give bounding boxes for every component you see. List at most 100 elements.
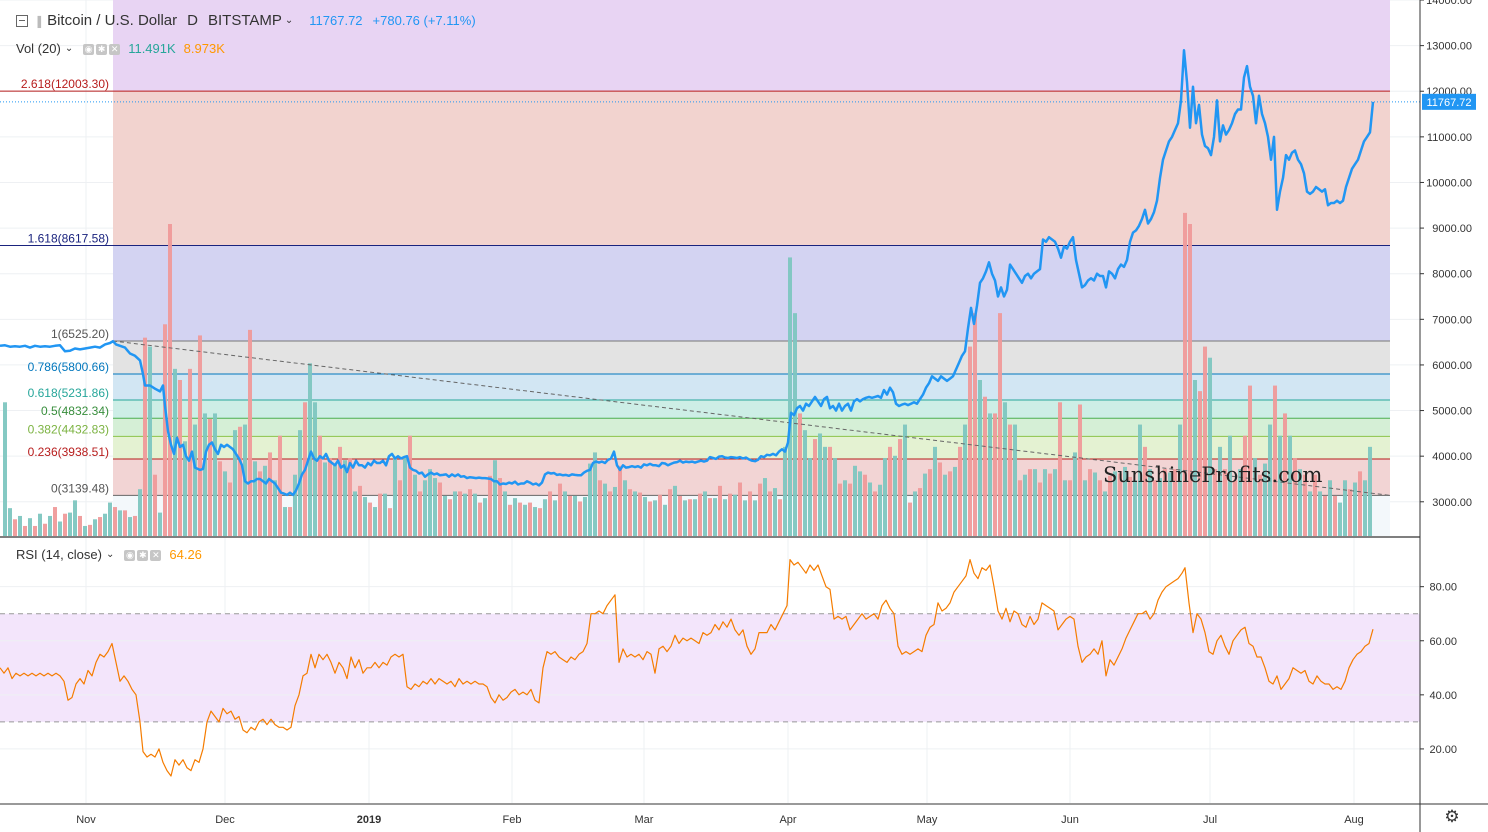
- volume-bar: [38, 513, 42, 536]
- volume-bar: [593, 452, 597, 536]
- volume-bar: [633, 491, 637, 536]
- volume-bar: [268, 452, 272, 536]
- trendline[interactable]: [112, 340, 1391, 496]
- volume-bar: [73, 500, 77, 536]
- volume-bar: [333, 463, 337, 536]
- volume-bar: [673, 485, 677, 536]
- volume-bar: [1178, 424, 1182, 536]
- gear-icon[interactable]: ✱: [137, 550, 149, 562]
- volume-bar: [428, 469, 432, 536]
- close-icon[interactable]: ✕: [150, 550, 162, 562]
- chart-icon: ▐: [34, 17, 42, 28]
- volume-bar: [228, 482, 232, 536]
- rsi-label[interactable]: RSI (14, close): [16, 547, 102, 562]
- gear-icon[interactable]: ✱: [96, 44, 108, 56]
- volume-bar: [313, 402, 317, 536]
- volume-bar: [1368, 446, 1372, 536]
- volume-bar: [433, 478, 437, 536]
- chevron-down-icon[interactable]: ⌄: [64, 43, 74, 54]
- volume-bar: [1108, 475, 1112, 536]
- volume-bar: [653, 500, 657, 536]
- time-tick-label: Jul: [1203, 814, 1217, 826]
- volume-bar: [203, 413, 207, 536]
- volume-bar: [883, 458, 887, 536]
- eye-icon[interactable]: ◉: [124, 550, 136, 562]
- volume-bar: [678, 495, 682, 536]
- volume-bar: [148, 346, 152, 536]
- price-tick-label: 4000.00: [1432, 451, 1472, 463]
- rsi-header: RSI (14, close) ⌄ ◉ ✱ ✕ 64.26: [16, 547, 202, 562]
- volume-bar: [368, 502, 372, 536]
- volume-bar: [588, 463, 592, 536]
- volume-bar: [668, 489, 672, 536]
- volume-bar: [953, 466, 957, 536]
- volume-bar: [408, 435, 412, 536]
- volume-bar: [323, 462, 327, 536]
- volume-bar: [763, 478, 767, 536]
- volume-bar: [533, 507, 537, 536]
- volume-bar: [373, 507, 377, 536]
- collapse-icon[interactable]: [16, 15, 28, 28]
- volume-bar: [483, 498, 487, 536]
- volume-bar: [1318, 491, 1322, 536]
- volume-bar: [1098, 480, 1102, 536]
- volume-bar: [188, 368, 192, 536]
- volume-bar: [948, 471, 952, 536]
- volume-bar: [258, 471, 262, 536]
- volume-bar: [813, 439, 817, 536]
- volume-bar: [698, 493, 702, 536]
- volume-bar: [418, 491, 422, 536]
- volume-bar: [613, 486, 617, 536]
- volume-bar: [1258, 474, 1262, 536]
- volume-bar: [78, 515, 82, 536]
- eye-icon[interactable]: ◉: [83, 44, 95, 56]
- price-tick-label: 11000.00: [1427, 132, 1472, 144]
- close-icon[interactable]: ✕: [109, 44, 121, 56]
- settings-gear-icon[interactable]: ⚙: [1444, 807, 1460, 826]
- volume-label[interactable]: Vol (20): [16, 41, 61, 56]
- volume-bar: [808, 458, 812, 536]
- volume-bar: [708, 498, 712, 536]
- volume-bar: [1353, 482, 1357, 536]
- volume-bar: [383, 493, 387, 536]
- volume-bar: [1188, 224, 1192, 536]
- volume-bar: [1148, 469, 1152, 536]
- volume-bar: [168, 224, 172, 536]
- price-tick-label: 9000.00: [1432, 223, 1472, 235]
- volume-bar: [703, 491, 707, 536]
- volume-bar: [1173, 469, 1177, 536]
- volume-bar: [823, 446, 827, 536]
- volume-bar: [113, 507, 117, 536]
- volume-bar: [1333, 495, 1337, 536]
- volume-bar: [193, 424, 197, 536]
- symbol-title[interactable]: Bitcoin / U.S. Dollar: [47, 12, 178, 29]
- fibonacci-extension[interactable]: 0(3139.48) 0.236(3938.51) 0.382(4432.83) 0.…: [0, 0, 1390, 536]
- chevron-down-icon[interactable]: ⌄: [284, 15, 294, 26]
- volume-bar: [1198, 391, 1202, 536]
- volume-bar: [1028, 469, 1032, 536]
- volume-bar: [818, 433, 822, 536]
- exchange-label[interactable]: BITSTAMP: [207, 12, 282, 29]
- volume-bar: [573, 495, 577, 536]
- volume-bar: [968, 346, 972, 536]
- volume-bar: [1123, 466, 1127, 536]
- chevron-down-icon[interactable]: ⌄: [105, 549, 115, 560]
- volume-bar: [468, 489, 472, 536]
- volume-bar: [438, 482, 442, 536]
- volume-bar: [903, 424, 907, 536]
- volume-bar: [488, 475, 492, 536]
- fib-level-label: 0.236(3938.51): [28, 445, 109, 459]
- volume-bar: [753, 500, 757, 536]
- volume-bar: [618, 465, 622, 536]
- volume-bar: [1078, 404, 1082, 536]
- volume-bar: [398, 480, 402, 536]
- volume-bar: [1128, 476, 1132, 536]
- volume-bar: [538, 508, 542, 536]
- volume-bar: [878, 484, 882, 536]
- time-tick-label: 2019: [357, 814, 381, 826]
- volume-bar: [778, 499, 782, 536]
- volume-bar: [1088, 469, 1092, 536]
- interval-label[interactable]: D: [187, 12, 198, 29]
